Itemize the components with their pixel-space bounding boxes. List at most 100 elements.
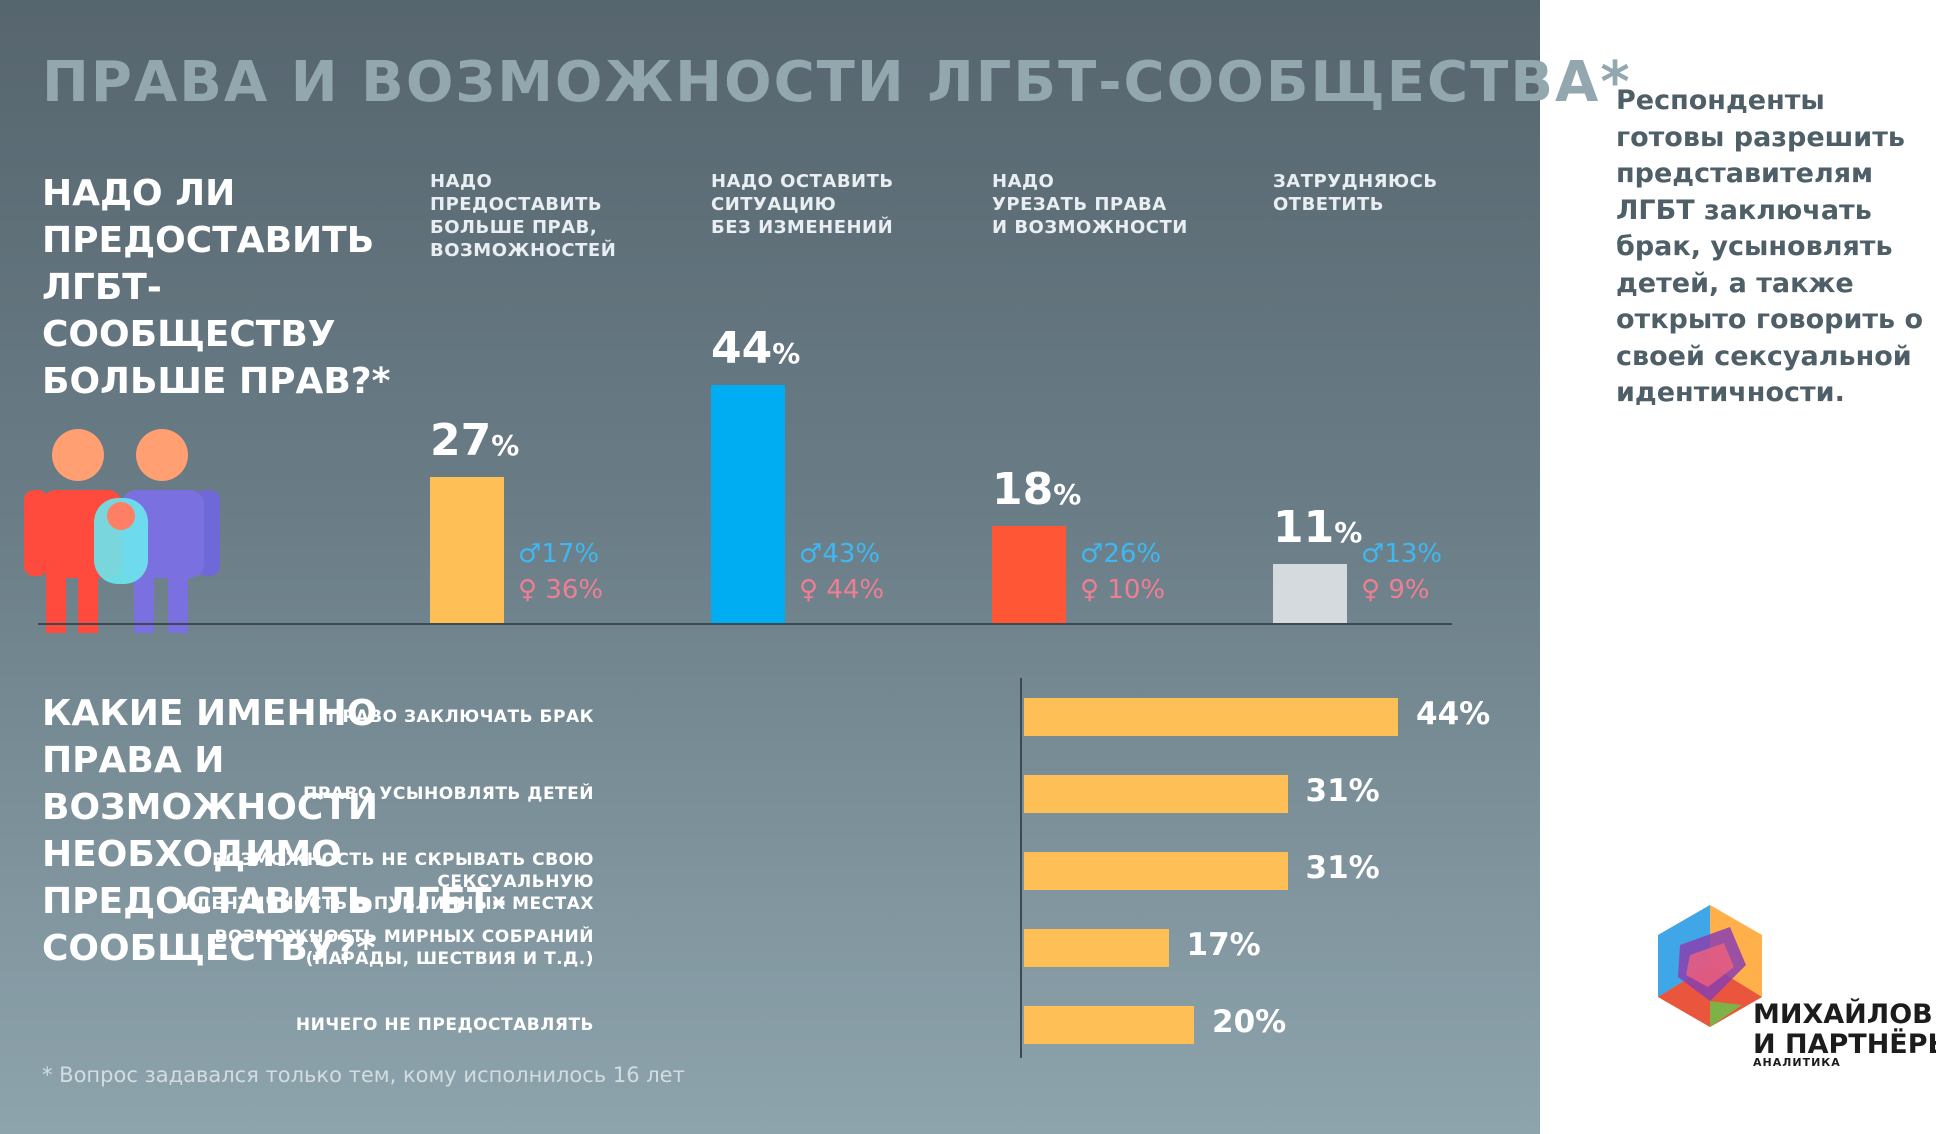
- bar: [430, 477, 504, 623]
- column-header-line: ОТВЕТИТЬ: [1273, 194, 1384, 215]
- bar-value-label: 44%: [711, 323, 800, 374]
- category-label-line: ВОЗМОЖНОСТЬ НЕ СКРЫВАТЬ СВОЮ СЕКСУАЛЬНУЮ: [212, 850, 594, 892]
- category-label: ПРАВО ЗАКЛЮЧАТЬ БРАК: [74, 706, 594, 728]
- percent-sign: %: [1255, 1004, 1287, 1040]
- male-icon: ♂: [518, 539, 542, 569]
- percent-sign: %: [1229, 927, 1261, 963]
- hbar-value: 17: [1186, 927, 1230, 963]
- category-label-line: ИДЕНТИЧНОСТЬ В ПУБЛИЧНЫХ МЕСТАХ: [181, 894, 594, 914]
- category-label-line: (ПАРАДЫ, ШЕСТВИЯ И Т.Д.): [305, 949, 594, 969]
- bar-value-label: 27%: [430, 415, 519, 466]
- column-header-line: ЗАТРУДНЯЮСЬ: [1273, 171, 1438, 192]
- category-label-line: НИЧЕГО НЕ ПРЕДОСТАВЛЯТЬ: [295, 1015, 594, 1035]
- bar-value: 44: [711, 323, 773, 375]
- percent-sign: %: [1459, 696, 1491, 732]
- male-value-label: ♂43%: [799, 536, 880, 572]
- column-header: НАДО ПРЕДОСТАВИТЬ БОЛЬШЕ ПРАВ, ВОЗМОЖНОСТЕЙ: [430, 170, 616, 262]
- bar-value: 11: [1273, 501, 1335, 553]
- female-icon: ♀: [1361, 575, 1389, 605]
- category-label: ВОЗМОЖНОСТЬ МИРНЫХ СОБРАНИЙ (ПАРАДЫ, ШЕСТ…: [74, 926, 594, 970]
- percent-sign: %: [1348, 773, 1380, 809]
- percent-sign: %: [1334, 515, 1363, 549]
- column-header-line: ВОЗМОЖНОСТЕЙ: [430, 240, 617, 261]
- percent-sign: %: [491, 429, 520, 463]
- hbar-value-label: 20%: [1212, 1004, 1286, 1040]
- percent-sign: %: [772, 337, 801, 371]
- column-header-line: УРЕЗАТЬ ПРАВА: [992, 194, 1167, 215]
- bar-value-label: 18%: [992, 464, 1081, 515]
- logo-subtitle: АНАЛИТИКА: [1753, 1056, 1841, 1069]
- x-axis-baseline: [38, 623, 1452, 625]
- sidebar-summary: Респонденты готовы разрешить представите…: [1616, 85, 1924, 408]
- bar: [992, 525, 1066, 623]
- male-icon: ♂: [1361, 539, 1385, 569]
- column-header-line: ПРЕДОСТАВИТЬ: [430, 194, 603, 215]
- female-value: 44%: [826, 575, 885, 605]
- male-value: 13%: [1384, 539, 1443, 569]
- percent-sign: %: [1053, 477, 1082, 511]
- hbar-value-label: 17%: [1187, 927, 1261, 963]
- category-label-line: ПРАВО УСЫНОВЛЯТЬ ДЕТЕЙ: [303, 784, 594, 804]
- bar-value: 18: [992, 463, 1054, 515]
- category-label-line: ПРАВО ЗАКЛЮЧАТЬ БРАК: [327, 707, 594, 727]
- bar-value-label: 11%: [1273, 502, 1362, 553]
- female-icon: ♀: [518, 575, 546, 605]
- column-header-line: БОЛЬШЕ ПРАВ,: [430, 217, 598, 238]
- chart-panel: ПРАВА И ВОЗМОЖНОСТИ ЛГБТ-СООБЩЕСТВА* НАД…: [0, 0, 1630, 1134]
- male-value-label: ♂26%: [1080, 536, 1161, 572]
- question-2: КАКИЕ ИМЕННО ПРАВА И ВОЗМОЖНОСТИ НЕОБХОД…: [42, 693, 507, 969]
- hbar: [1024, 1006, 1194, 1044]
- question-1: НАДО ЛИ ПРЕДОСТАВИТЬ ЛГБТ-СООБЩЕСТВУ БОЛ…: [42, 173, 391, 402]
- column-header: НАДО УРЕЗАТЬ ПРАВА И ВОЗМОЖНОСТИ: [992, 170, 1188, 239]
- male-icon: ♂: [1080, 539, 1104, 569]
- bar: [1273, 563, 1347, 623]
- category-label: ВОЗМОЖНОСТЬ НЕ СКРЫВАТЬ СВОЮ СЕКСУАЛЬНУЮ…: [74, 849, 594, 915]
- female-value: 36%: [545, 575, 604, 605]
- female-value: 10%: [1107, 575, 1166, 605]
- hbar-value-label: 44%: [1416, 696, 1490, 732]
- hbar-value: 20: [1212, 1004, 1256, 1040]
- column-header-line: СИТУАЦИЮ: [711, 194, 837, 215]
- hbar: [1024, 775, 1288, 813]
- male-icon: ♂: [799, 539, 823, 569]
- column-header: ЗАТРУДНЯЮСЬ ОТВЕТИТЬ: [1273, 170, 1438, 216]
- family-icon: [24, 429, 220, 633]
- male-value: 17%: [541, 539, 600, 569]
- hbar-value-label: 31%: [1306, 850, 1380, 886]
- female-value-label: ♀ 9%: [1361, 572, 1430, 608]
- category-label: НИЧЕГО НЕ ПРЕДОСТАВЛЯТЬ: [74, 1014, 594, 1036]
- hbar: [1024, 852, 1288, 890]
- female-icon: ♀: [1080, 575, 1108, 605]
- logo-name: МИХАЙЛОВ И ПАРТНЁРЫ: [1753, 999, 1936, 1060]
- male-value-label: ♂17%: [518, 536, 599, 572]
- bar: [711, 385, 785, 623]
- column-header-line: НАДО: [992, 171, 1055, 192]
- page-title: ПРАВА И ВОЗМОЖНОСТИ ЛГБТ-СООБЩЕСТВА*: [42, 50, 1632, 115]
- column-header-line: НАДО: [430, 171, 493, 192]
- percent-sign: %: [1348, 850, 1380, 886]
- column-header: НАДО ОСТАВИТЬ СИТУАЦИЮ БЕЗ ИЗМЕНЕНИЙ: [711, 170, 894, 239]
- hbar-value: 31: [1305, 850, 1349, 886]
- hbar-value: 31: [1305, 773, 1349, 809]
- column-header-line: И ВОЗМОЖНОСТИ: [992, 217, 1188, 238]
- female-value-label: ♀ 44%: [799, 572, 884, 608]
- hbar: [1024, 698, 1398, 736]
- female-icon: ♀: [799, 575, 827, 605]
- male-value: 43%: [822, 539, 881, 569]
- female-value: 9%: [1388, 575, 1430, 605]
- category-label: ПРАВО УСЫНОВЛЯТЬ ДЕТЕЙ: [74, 783, 594, 805]
- column-header-line: БЕЗ ИЗМЕНЕНИЙ: [711, 217, 894, 238]
- y-axis-line: [1020, 678, 1022, 1058]
- male-value-label: ♂13%: [1361, 536, 1442, 572]
- footnote: * Вопрос задавался только тем, кому испо…: [42, 1063, 685, 1087]
- category-label-line: ВОЗМОЖНОСТЬ МИРНЫХ СОБРАНИЙ: [214, 927, 594, 947]
- hbar-value: 44: [1416, 696, 1460, 732]
- logo-icon: [1658, 905, 1762, 1027]
- female-value-label: ♀ 36%: [518, 572, 603, 608]
- bar-value: 27: [430, 415, 492, 467]
- hbar: [1024, 929, 1169, 967]
- male-value: 26%: [1103, 539, 1162, 569]
- hbar-value-label: 31%: [1306, 773, 1380, 809]
- column-header-line: НАДО ОСТАВИТЬ: [711, 171, 894, 192]
- female-value-label: ♀ 10%: [1080, 572, 1165, 608]
